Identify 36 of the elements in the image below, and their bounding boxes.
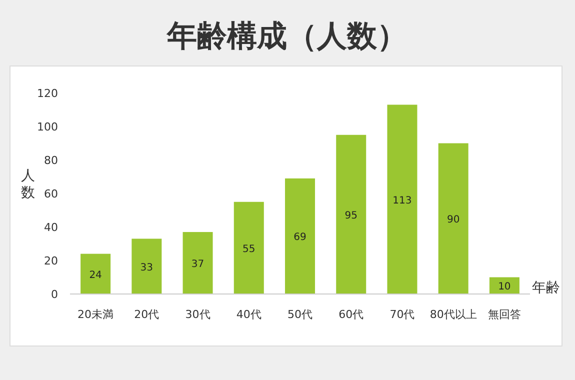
bar (132, 238, 162, 294)
x-axis-title: 年齢 (532, 280, 560, 296)
y-tick-label: 100 (37, 120, 58, 134)
x-tick-label: 20未満 (78, 308, 114, 321)
y-tick-label: 20 (44, 254, 58, 268)
data-label: 24 (89, 270, 102, 281)
bar (234, 202, 264, 294)
x-tick-label: 40代 (236, 308, 262, 321)
bar (182, 232, 213, 294)
data-label: 33 (140, 262, 154, 274)
y-tick-label: 40 (44, 221, 58, 234)
x-tick-label: 無回答 (488, 308, 521, 321)
x-tick-label: 60代 (338, 308, 364, 321)
x-tick-label: 80代以上 (430, 308, 477, 321)
y-tick-label: 120 (37, 87, 58, 100)
chart-title: 年齢構成（人数） (166, 19, 407, 54)
y-tick-label: 0 (51, 288, 58, 301)
bar (438, 143, 468, 294)
data-label: 55 (242, 244, 256, 255)
y-tick-label: 80 (44, 154, 58, 167)
x-tick-label: 50代 (288, 308, 312, 321)
y-axis-title: 人数 (21, 168, 35, 201)
bar (336, 134, 366, 294)
x-tick-label: 30代 (185, 308, 210, 321)
data-label: 113 (392, 195, 412, 206)
bar (387, 104, 418, 294)
data-label: 37 (191, 259, 204, 270)
data-label: 10 (498, 282, 511, 293)
y-tick-label: 60 (44, 188, 58, 200)
bar (285, 178, 315, 294)
data-label: 90 (446, 214, 460, 226)
bar (80, 254, 111, 294)
data-label: 95 (344, 210, 358, 222)
data-label: 69 (294, 232, 306, 244)
x-tick-label: 70代 (390, 308, 415, 321)
x-tick-label: 20代 (134, 308, 160, 321)
